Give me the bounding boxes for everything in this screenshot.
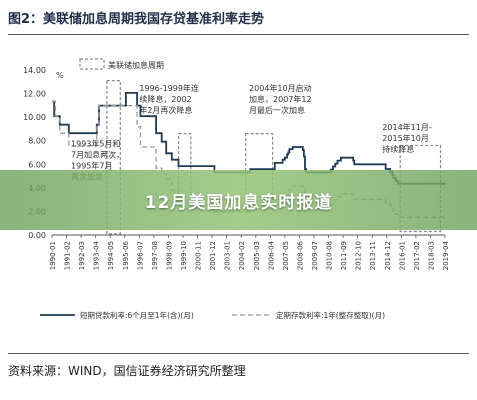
loan-rate-line — [52, 92, 445, 185]
x-tick-label: 1990-01 — [49, 241, 57, 270]
chart-annotation-line: 2004年10月启动 — [249, 83, 312, 93]
chart-annotation-line: 7月加息两次， — [71, 150, 124, 160]
x-tick-label: 1991-02 — [64, 241, 72, 270]
x-tick-label: 2004-02 — [238, 241, 246, 270]
x-tick-label: 2016-01 — [398, 241, 406, 270]
x-tick-label: 2019-04 — [442, 240, 450, 270]
x-tick-label: 2000-11 — [195, 241, 203, 270]
x-tick-label: 2013-11 — [369, 241, 377, 270]
x-tick-label: 1998-09 — [165, 241, 173, 270]
x-tick-label: 2007-05 — [282, 241, 290, 270]
figure-title: 图2：美联储加息周期我国存贷基准利率走势 — [8, 12, 265, 27]
x-tick-label: 2014-12 — [384, 241, 392, 270]
y-tick-label: 12.00 — [23, 90, 46, 99]
x-tick-label: 2003-01 — [224, 241, 232, 270]
x-tick-label: 1997-08 — [151, 241, 159, 270]
x-tick-label: 1993-04 — [93, 240, 101, 270]
x-tick-label: 2018-03 — [427, 241, 435, 270]
chart-annotation-line: 加息，2007年12 — [249, 94, 312, 104]
x-tick-label: 2017-02 — [413, 241, 421, 270]
x-tick-label: 1994-05 — [107, 241, 115, 270]
chart-annotation-line: 1993年5月和 — [71, 139, 120, 149]
x-tick-label: 1996-07 — [136, 241, 144, 270]
legend-hike-label: 美联储加息周期 — [108, 60, 164, 70]
x-tick-label: 2011-09 — [340, 241, 348, 270]
legend-hike-swatch — [79, 58, 105, 70]
y-tick-label: 6.00 — [28, 160, 46, 169]
hike-period-box — [106, 80, 121, 235]
source-rule — [8, 353, 469, 354]
chart-annotation-line: 持续降息 — [382, 144, 414, 154]
x-tick-label: 1992-03 — [78, 241, 86, 270]
x-tick-label: 2009-07 — [311, 241, 319, 270]
chart-annotation-line: 2015年10月 — [382, 133, 429, 143]
x-tick-label: 2005-03 — [253, 241, 261, 270]
x-tick-label: 2008-06 — [296, 240, 304, 270]
x-tick-label: 2012-10 — [355, 241, 363, 270]
chart-annotation-line: 月最后一次加息 — [249, 105, 305, 115]
x-tick-label: 2001-12 — [209, 241, 217, 270]
source-note: 资料来源：WIND，国信证券经济研究所整理 — [8, 364, 246, 378]
y-tick-label: 10.00 — [23, 113, 46, 122]
y-tick-label: 14.00 — [23, 66, 46, 75]
chart-annotation-line: 年2月再次降息 — [139, 105, 192, 115]
chart-annotation-line: 1996-1999年连 — [139, 83, 199, 93]
headline-text: 12月美国加息实时报道 — [144, 192, 333, 213]
chart-annotation-line: 续降息，2002 — [139, 94, 191, 104]
chart-annotation-line: 1995年7月 — [71, 161, 112, 171]
title-rule — [8, 34, 469, 35]
chart-annotation-line: 2014年11月- — [382, 122, 432, 132]
x-tick-label: 2010-08 — [326, 241, 334, 270]
hike-period-box — [399, 144, 442, 233]
x-tick-label: 2006-04 — [267, 240, 275, 270]
legend-deposit-label: 定期存款利率:1年(整存整取)(月) — [276, 310, 385, 320]
legend-loan-label: 短期贷款利率:6个月至1年(含)(月) — [80, 310, 194, 320]
x-tick-label: 1999-10 — [180, 241, 188, 270]
y-tick-label: 0.00 — [28, 231, 46, 240]
headline-banner: 12月美国加息实时报道 — [0, 170, 477, 230]
rate-chart: 14.0012.0010.008.006.004.002.000.00%美联储加… — [23, 58, 450, 320]
y-unit-label: % — [56, 71, 64, 80]
y-tick-label: 8.00 — [28, 137, 46, 146]
x-tick-label: 1995-06 — [122, 240, 130, 270]
